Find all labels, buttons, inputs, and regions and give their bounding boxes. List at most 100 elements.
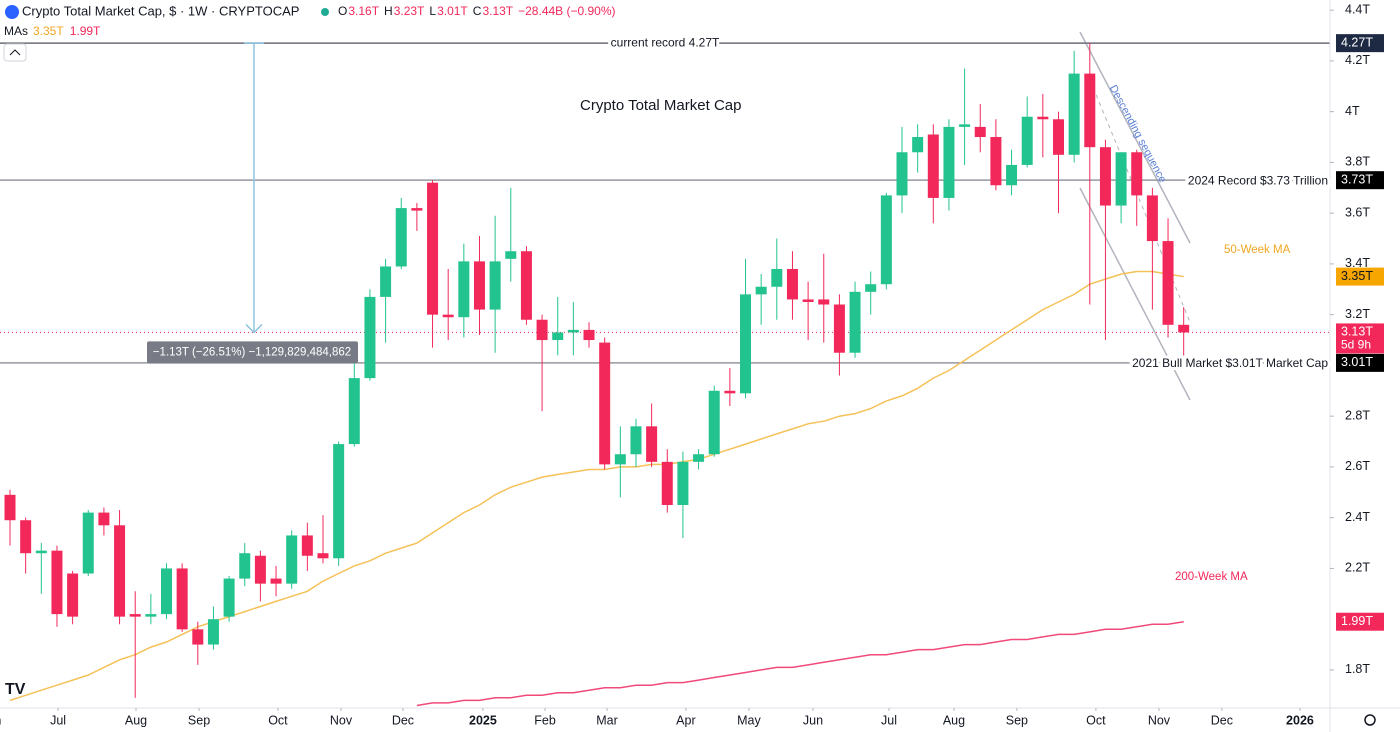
settings-icon[interactable] (1364, 714, 1376, 726)
x-tick-label: Jun (0, 713, 1, 727)
level-tag: 3.01T (1341, 355, 1373, 369)
candle-body (427, 182, 439, 315)
y-tick-label: 2.8T (1345, 408, 1370, 422)
x-tick-label: May (737, 713, 761, 727)
y-tick-label: 4T (1345, 104, 1360, 118)
status-dot (321, 8, 329, 16)
candle-body (708, 390, 720, 455)
candle-body (161, 568, 173, 615)
candle-body (458, 261, 470, 318)
candle-body (223, 578, 235, 617)
candle-body (833, 304, 845, 353)
candle-body (442, 314, 454, 318)
candle-body (599, 342, 611, 465)
ohlc-key: H (384, 4, 393, 18)
candle-body (505, 251, 517, 259)
candle-body (473, 261, 485, 310)
ma-line (416, 620, 1184, 707)
price-tag-bg (1336, 323, 1384, 354)
x-tick-label: 2026 (1286, 713, 1314, 727)
candle-body (1178, 324, 1190, 333)
candle-body (489, 261, 501, 310)
ohlc-key: O (338, 4, 347, 18)
candle-body (1115, 152, 1127, 206)
x-tick-label: Jul (881, 713, 897, 727)
ma-value: 1.99T (70, 24, 101, 38)
arrow-head (245, 323, 263, 334)
candle-body (1021, 116, 1033, 165)
candle-body (51, 550, 63, 615)
x-tick-label: Oct (1086, 713, 1106, 727)
candle-body (192, 629, 204, 645)
candle-body (411, 208, 423, 211)
ma-label: MAs (4, 24, 28, 38)
channel-line (1079, 187, 1191, 401)
candle-body (755, 286, 767, 295)
ma-tag: 1.99T (1341, 614, 1373, 628)
level-tag-bg (1336, 171, 1384, 190)
y-tick-label: 3.6T (1345, 205, 1370, 219)
candle-body (1068, 73, 1080, 155)
candle-body (693, 454, 705, 462)
ma-line (9, 270, 1184, 702)
candle-body (348, 378, 360, 445)
candle-body (1162, 241, 1174, 325)
candle-body (286, 535, 298, 584)
candle-body (567, 329, 579, 333)
level-tag: 3.73T (1341, 172, 1373, 186)
candle-body (301, 535, 313, 556)
candle-body (990, 137, 1002, 186)
y-tick-label: 4.2T (1345, 53, 1370, 67)
candle-body (646, 426, 658, 462)
candle-body (865, 284, 877, 292)
candle-body (114, 525, 126, 617)
y-tick-label: 3.4T (1345, 256, 1370, 270)
ma-name: 50-Week MA (1224, 244, 1291, 256)
symbol-icon (5, 5, 19, 19)
candle-body (4, 494, 16, 521)
candle-body (1006, 164, 1018, 186)
y-tick-label: 3.2T (1345, 307, 1370, 321)
x-tick-label: Nov (1148, 713, 1171, 727)
candle-body (740, 294, 752, 394)
candle-body (1146, 195, 1158, 242)
candle-body (880, 195, 892, 285)
x-tick-label: Aug (125, 713, 147, 727)
y-tick-label: 2.6T (1345, 459, 1370, 473)
ma-value: 3.35T (33, 24, 64, 38)
price-tag: 3.13T (1341, 325, 1373, 339)
candle-body (67, 573, 79, 617)
candle-body (1099, 147, 1111, 206)
countdown: 5d 9h (1341, 338, 1371, 352)
candle-body (724, 390, 736, 394)
header-title: Crypto Total Market Cap, $ · 1W · CRYPTO… (22, 3, 299, 18)
candle-body (614, 454, 626, 465)
candle-body (661, 461, 673, 505)
candle-body (802, 299, 814, 302)
x-tick-label: Sep (1006, 713, 1028, 727)
y-tick-label: 1.8T (1345, 662, 1370, 676)
candle-body (35, 550, 47, 554)
candle-body (677, 461, 689, 505)
candle-body (583, 329, 595, 341)
x-tick-label: Nov (330, 713, 353, 727)
x-tick-label: Jun (803, 713, 823, 727)
candle-body (520, 251, 532, 320)
ma-tag-bg (1336, 267, 1384, 286)
candle-body (849, 291, 861, 353)
level-label: current record 4.27T (611, 35, 720, 49)
candle-body (771, 268, 783, 287)
x-tick-label: Sep (188, 713, 210, 727)
candle-body (145, 614, 157, 617)
x-tick-label: Dec (1211, 713, 1233, 727)
candle-body (176, 568, 188, 630)
candle-body (1052, 119, 1064, 155)
annotation: Crypto Total Market Cap (580, 97, 741, 114)
x-tick-label: 2025 (469, 713, 497, 727)
ohlc-value: 3.01T (437, 4, 468, 18)
collapse-button[interactable] (3, 43, 27, 62)
level-tag-bg (1336, 353, 1384, 372)
ohlc-value: 3.16T (348, 4, 379, 18)
candle-body (317, 553, 329, 559)
x-tick-label: Jul (50, 713, 66, 727)
